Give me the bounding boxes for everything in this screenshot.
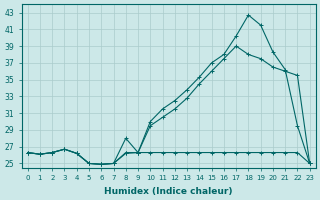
X-axis label: Humidex (Indice chaleur): Humidex (Indice chaleur) bbox=[104, 187, 233, 196]
